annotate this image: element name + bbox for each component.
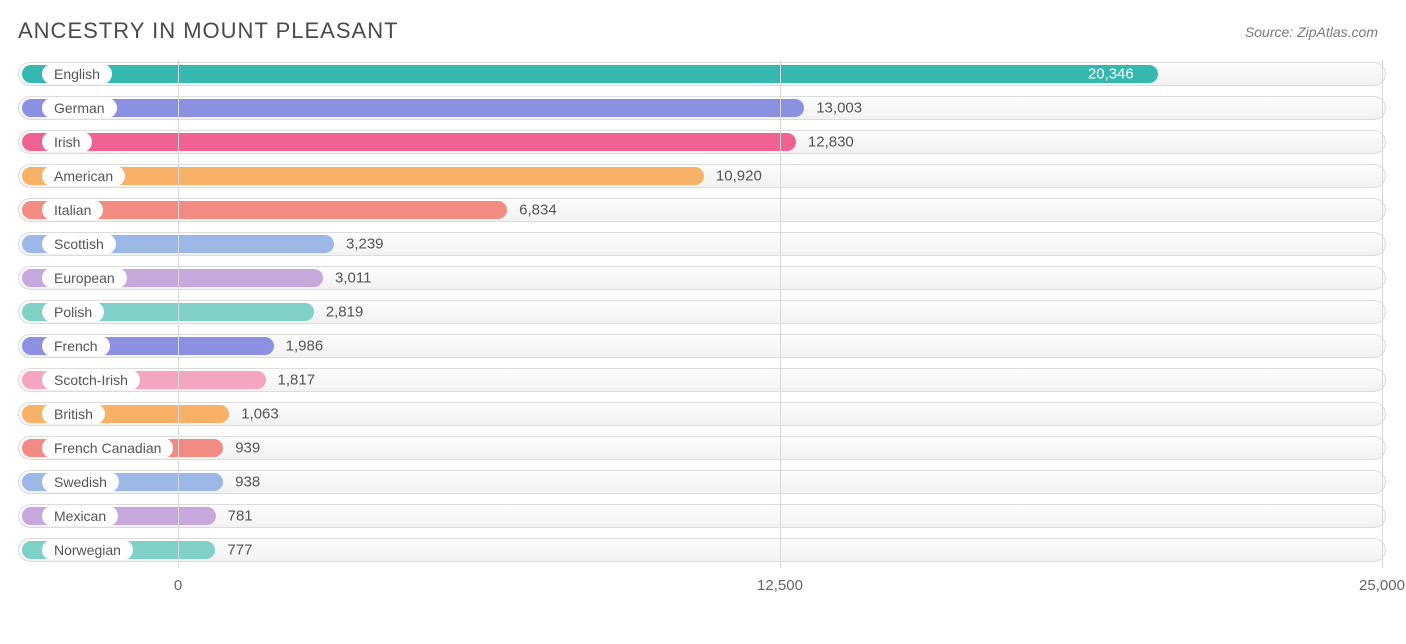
bar-value: 10,920 (716, 168, 762, 185)
bar-row: Italian 6,834 (18, 196, 1388, 224)
bar-track (18, 538, 1386, 562)
bar-label-pill: Irish (42, 132, 92, 152)
grid-line (780, 60, 781, 568)
bar-value: 1,063 (241, 406, 279, 423)
bar-label-pill: Scottish (42, 234, 116, 254)
bar-label-pill: Italian (42, 200, 103, 220)
bar-track (18, 436, 1386, 460)
bar-label-pill: English (42, 64, 112, 84)
bar-value: 777 (227, 542, 252, 559)
bar-row: Norwegian 777 (18, 536, 1388, 564)
bar-value: 2,819 (326, 304, 364, 321)
bar-label-pill: American (42, 166, 125, 186)
bar-label-pill: British (42, 404, 105, 424)
ancestry-chart: ANCESTRY IN MOUNT PLEASANT Source: ZipAt… (0, 0, 1406, 644)
bar-value: 20,346 (1088, 66, 1134, 83)
bar-row: Irish 12,830 (18, 128, 1388, 156)
bar-value: 939 (235, 440, 260, 457)
bar-value: 1,817 (278, 372, 316, 389)
bar-value: 13,003 (816, 100, 862, 117)
bar-row: Scottish 3,239 (18, 230, 1388, 258)
bar-track (18, 470, 1386, 494)
bar-label-pill: Norwegian (42, 540, 133, 560)
bar-label-pill: Mexican (42, 506, 118, 526)
bars-container: English 20,346 German 13,003 Irish 12,830 Amer… (18, 60, 1388, 570)
bar-row: Polish 2,819 (18, 298, 1388, 326)
bar-label-pill: Polish (42, 302, 104, 322)
bar-row: British 1,063 (18, 400, 1388, 428)
bar-row: English 20,346 (18, 60, 1388, 88)
chart-source: Source: ZipAtlas.com (1245, 24, 1378, 40)
bar-label-pill: French Canadian (42, 438, 173, 458)
bar-value: 3,011 (335, 270, 371, 287)
plot-area: English 20,346 German 13,003 Irish 12,830 Amer… (18, 60, 1388, 600)
bar-label-pill: Swedish (42, 472, 119, 492)
bar (22, 99, 804, 117)
bar-label-pill: European (42, 268, 127, 288)
bar-value: 3,239 (346, 236, 384, 253)
bar (22, 65, 1158, 83)
bar-row: French Canadian 939 (18, 434, 1388, 462)
bar-row: German 13,003 (18, 94, 1388, 122)
bar-row: Scotch-Irish 1,817 (18, 366, 1388, 394)
grid-line (1382, 60, 1383, 568)
bar-value: 938 (235, 474, 260, 491)
chart-title: ANCESTRY IN MOUNT PLEASANT (18, 18, 1388, 44)
axis-tick-label: 0 (174, 577, 182, 594)
grid-line (178, 60, 179, 568)
bar-row: Swedish 938 (18, 468, 1388, 496)
bar-value: 1,986 (286, 338, 324, 355)
bar-value: 6,834 (519, 202, 557, 219)
axis-tick-label: 12,500 (757, 577, 803, 594)
bar-row: Mexican 781 (18, 502, 1388, 530)
bar-row: European 3,011 (18, 264, 1388, 292)
bar-row: French 1,986 (18, 332, 1388, 360)
bar-label-pill: Scotch-Irish (42, 370, 140, 390)
bar-value: 12,830 (808, 134, 854, 151)
bar-track (18, 504, 1386, 528)
bar-label-pill: French (42, 336, 110, 356)
bar-value: 781 (228, 508, 253, 525)
bar-label-pill: German (42, 98, 117, 118)
bar-row: American 10,920 (18, 162, 1388, 190)
bar (22, 133, 796, 151)
axis-tick-label: 25,000 (1359, 577, 1405, 594)
